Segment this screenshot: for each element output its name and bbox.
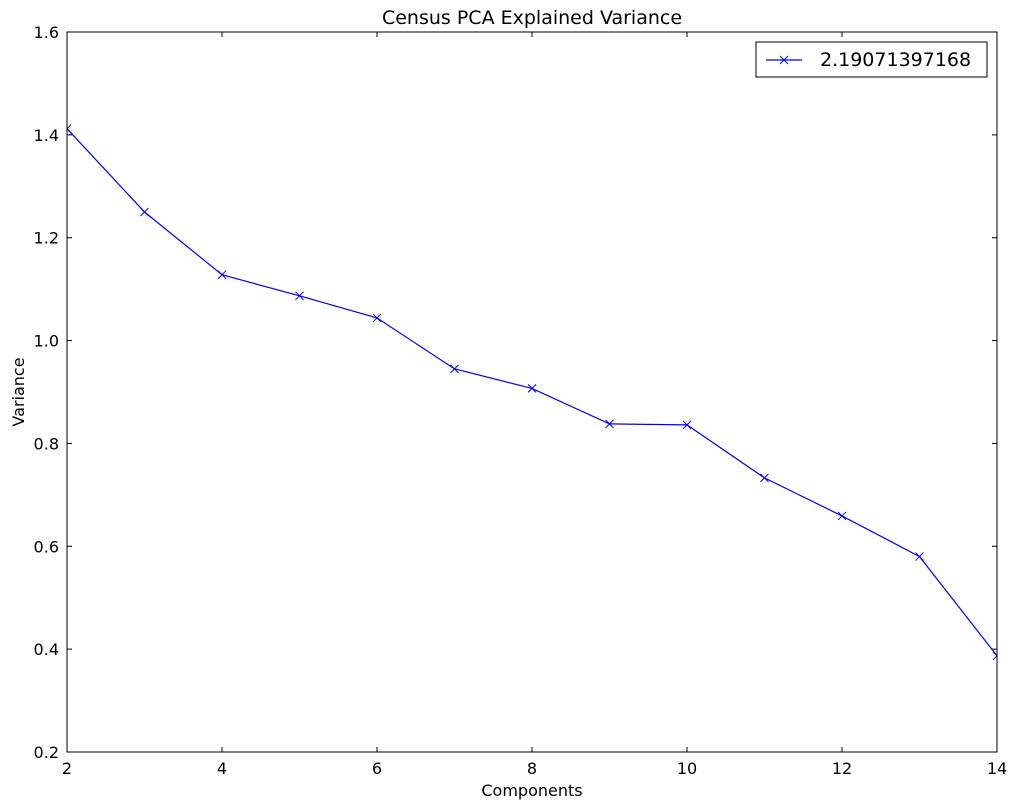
x-tick-label: 6 bbox=[372, 759, 382, 778]
legend-marker-x bbox=[779, 55, 789, 65]
plot-area bbox=[67, 124, 997, 661]
chart-title: Census PCA Explained Variance bbox=[382, 7, 682, 29]
data-point-marker bbox=[605, 419, 614, 429]
data-point-marker bbox=[527, 384, 537, 393]
x-tick-label: 12 bbox=[832, 759, 852, 778]
data-point-marker bbox=[450, 364, 459, 374]
data-point-marker bbox=[217, 270, 227, 280]
data-point-marker bbox=[372, 313, 382, 323]
legend-label: 2.19071397168 bbox=[820, 49, 971, 71]
x-tick-label: 2 bbox=[62, 759, 72, 778]
x-tick-label: 4 bbox=[217, 759, 227, 778]
data-point-marker bbox=[67, 124, 72, 134]
y-tick-label: 1.4 bbox=[34, 126, 59, 145]
y-tick-label: 1.0 bbox=[34, 332, 59, 351]
y-tick-label: 1.2 bbox=[34, 229, 59, 248]
data-point-marker bbox=[992, 651, 997, 661]
data-point-marker bbox=[140, 207, 149, 217]
y-tick-label: 1.6 bbox=[34, 23, 59, 42]
data-point-marker bbox=[295, 291, 304, 301]
y-tick-label: 0.4 bbox=[34, 640, 59, 659]
x-tick-label: 14 bbox=[987, 759, 1007, 778]
x-tick-label: 10 bbox=[677, 759, 697, 778]
axis-ticks: 2 4 6 8 10 12 14 0.2 0.4 0.6 0.8 1.0 1.2 1.4 1.6 bbox=[34, 23, 1008, 778]
data-point-marker bbox=[682, 420, 692, 430]
legend: 2.19071397168 bbox=[755, 41, 988, 78]
y-tick-label: 0.8 bbox=[34, 434, 59, 453]
data-point-marker bbox=[837, 511, 847, 521]
x-tick-label: 8 bbox=[527, 759, 537, 778]
x-axis-label: Components bbox=[481, 781, 582, 800]
y-tick-label: 0.6 bbox=[34, 537, 59, 556]
y-tick-label: 0.2 bbox=[34, 743, 59, 762]
data-point-marker bbox=[760, 473, 769, 483]
y-axis-label: Variance bbox=[9, 357, 28, 426]
series-group bbox=[67, 124, 997, 661]
data-point-marker bbox=[915, 552, 924, 561]
